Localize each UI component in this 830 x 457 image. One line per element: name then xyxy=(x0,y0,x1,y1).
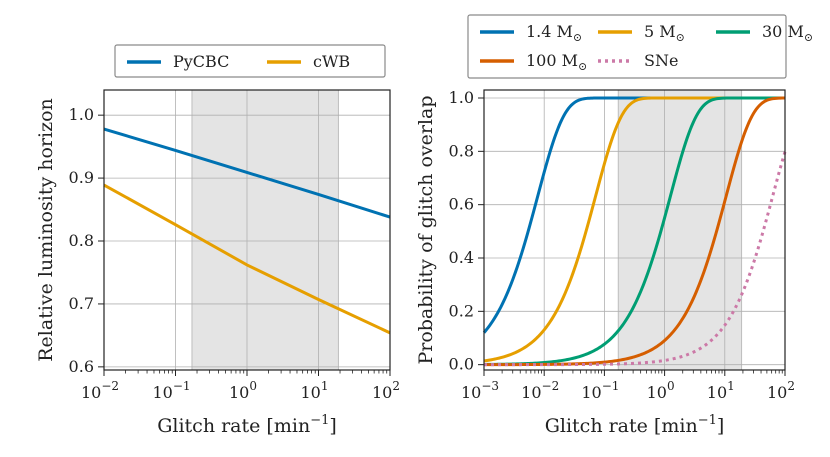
legend-label: cWB xyxy=(313,52,350,71)
y-tick-label: 0.8 xyxy=(69,231,94,250)
series-line-pycbc xyxy=(103,127,391,219)
x-tick-label: 10−1 xyxy=(152,379,190,402)
series-line-cwb xyxy=(103,183,391,335)
y-tick-label: 1.0 xyxy=(69,105,94,124)
x-tick-label: 100 xyxy=(647,379,675,402)
x-tick-label: 10−3 xyxy=(461,379,499,402)
plot-frame xyxy=(483,89,786,371)
x-tick-label: 10−1 xyxy=(581,379,619,402)
legend-box xyxy=(467,14,787,79)
y-tick-label: 0.2 xyxy=(449,301,474,320)
y-tick-label: 1.0 xyxy=(449,88,474,107)
legend-label: 5 M⊙ xyxy=(644,22,685,44)
y-axis-label: Probability of glitch overlap xyxy=(415,95,437,364)
x-axis-label: Glitch rate [min−1] xyxy=(157,413,337,437)
shaded-region xyxy=(191,90,339,370)
glitch-overlap-chart: 10−3 10−2 10−1 100 101 102 0.0 0.2 0.4 0.6 0.8 1.0 G… xyxy=(415,14,813,437)
legend-label: 100 M⊙ xyxy=(526,51,587,73)
x-tick-label: 102 xyxy=(767,379,795,402)
legend-label: 30 M⊙ xyxy=(762,22,813,44)
x-tick-label: 102 xyxy=(372,379,400,402)
luminosity-horizon-chart: 10−2 10−1 100 101 102 0.6 0.7 0.8 0.9 1.0 Glitch r… xyxy=(35,44,400,437)
x-axis-label: Glitch rate [min−1] xyxy=(545,413,725,437)
x-tick-label: 101 xyxy=(301,379,329,402)
x-tick-label: 100 xyxy=(229,379,257,402)
x-tick-label: 10−2 xyxy=(81,379,119,402)
y-axis-label: Relative luminosity horizon xyxy=(35,98,57,362)
y-tick-label: 0.6 xyxy=(69,357,94,376)
y-tick-label: 0.4 xyxy=(449,248,474,267)
legend-label: PyCBC xyxy=(173,52,229,71)
y-tick-label: 0.8 xyxy=(449,141,474,160)
legend-box xyxy=(114,44,386,78)
y-tick-label: 0.0 xyxy=(449,355,474,374)
y-tick-label: 0.7 xyxy=(69,294,94,313)
legend-label: SNe xyxy=(644,51,678,70)
series-line-sne xyxy=(484,151,787,367)
shaded-region xyxy=(618,90,742,370)
x-tick-label: 101 xyxy=(707,379,735,402)
y-tick-label: 0.9 xyxy=(69,168,94,187)
legend-label: 1.4 M⊙ xyxy=(526,22,582,44)
x-tick-label: 10−2 xyxy=(521,379,559,402)
y-tick-label: 0.6 xyxy=(449,195,474,214)
